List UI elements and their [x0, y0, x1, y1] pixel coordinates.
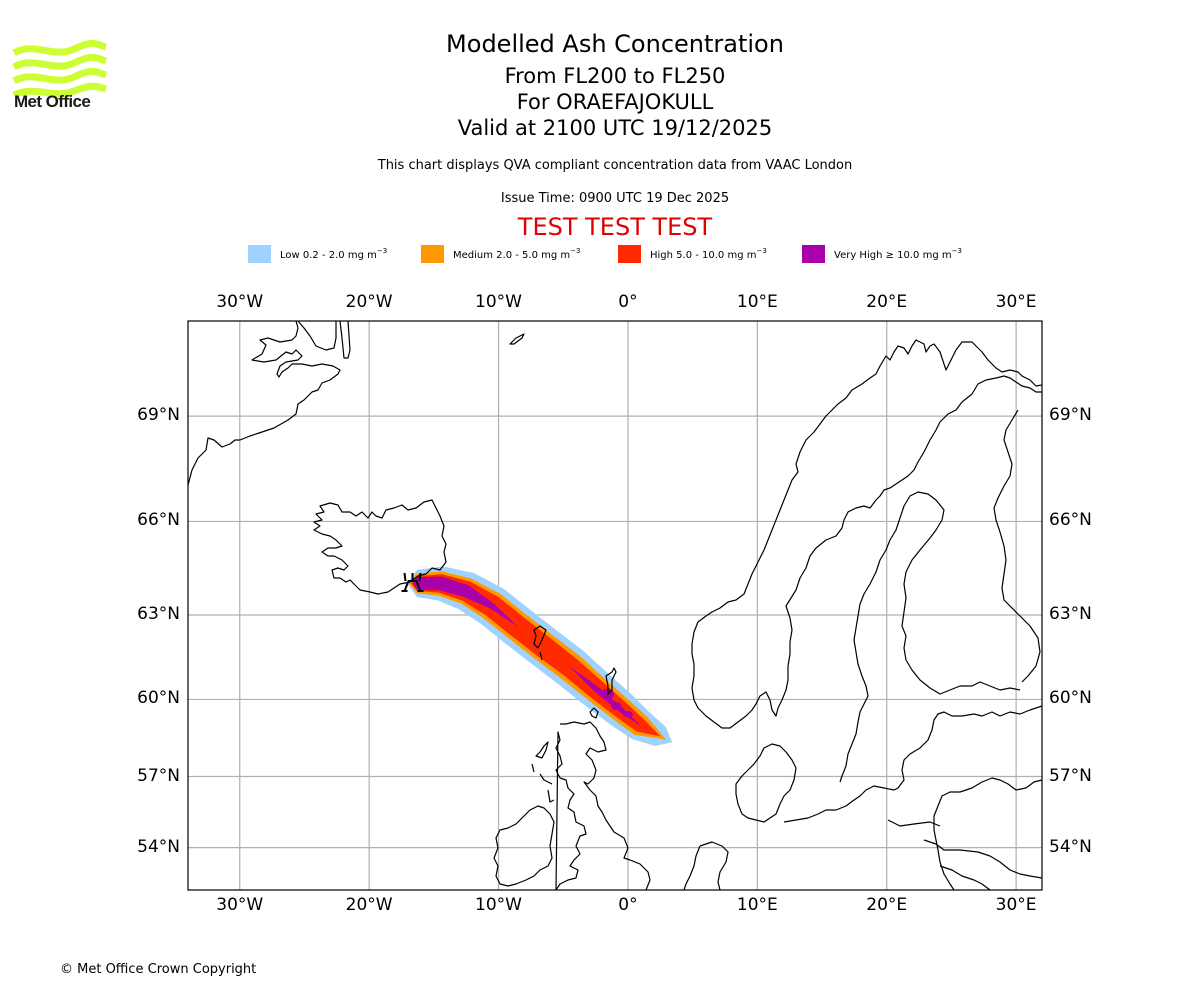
- y-tick-right: 60°N: [1049, 688, 1092, 709]
- legend-label-high: High 5.0 - 10.0 mg m−3: [650, 247, 767, 261]
- volcano-name: For ORAEFAJOKULL: [516, 90, 714, 114]
- x-tick-bottom: 30°W: [216, 895, 264, 915]
- x-tick-top: 0°: [618, 292, 638, 312]
- plume-band-high: [411, 574, 661, 739]
- x-tick-bottom: 20°E: [866, 895, 908, 915]
- legend-label-low: Low 0.2 - 2.0 mg m−3: [280, 247, 388, 261]
- y-tick-right: 69°N: [1049, 405, 1092, 426]
- y-tick-left: 57°N: [137, 765, 180, 786]
- y-tick-left: 60°N: [137, 688, 180, 709]
- issue-time: Issue Time: 0900 UTC 19 Dec 2025: [500, 191, 730, 206]
- coastline-orkney: [589, 707, 599, 719]
- legend-item-very-high: Very High ≥ 10.0 mg m−3: [802, 244, 962, 264]
- chart-title: Modelled Ash Concentration: [446, 30, 784, 58]
- plume-band-very-high-pocket: [622, 711, 633, 718]
- x-tick-bottom: 10°E: [736, 895, 778, 915]
- x-tick-top: 10°E: [736, 292, 778, 312]
- coastline-iceland: [313, 499, 447, 595]
- coastline-greenland-east: [297, 321, 351, 359]
- test-banner: TEST TEST TEST: [517, 213, 713, 241]
- coastline-baltic: [783, 705, 1042, 890]
- x-tick-top: 20°W: [345, 292, 393, 312]
- legend-item-low: Low 0.2 - 2.0 mg m−3: [248, 244, 387, 264]
- legend-label-medium: Medium 2.0 - 5.0 mg m−3: [453, 247, 581, 261]
- flight-level-range: From FL200 to FL250: [504, 64, 726, 88]
- legend-label-very-high: Very High ≥ 10.0 mg m−3: [834, 247, 962, 261]
- coastline-greenland: [188, 321, 341, 486]
- coastline-hebrides: [531, 741, 555, 803]
- coastline-ireland: [493, 805, 555, 887]
- x-tick-bottom: 20°W: [345, 895, 393, 915]
- plot-frame: [187, 320, 1043, 891]
- coastline-faroe: [533, 625, 547, 661]
- y-tick-right: 57°N: [1049, 765, 1092, 786]
- coastline-great-britain: [555, 721, 651, 890]
- met-office-logo: [12, 39, 108, 99]
- y-tick-left: 63°N: [137, 604, 180, 625]
- x-tick-top: 30°W: [216, 292, 264, 312]
- x-tick-bottom: 30°E: [995, 895, 1037, 915]
- coastline-bothnia-finland: [839, 409, 1041, 783]
- y-tick-right: 63°N: [1049, 604, 1092, 625]
- coastline-denmark-germany: [683, 743, 797, 890]
- legend-swatch-high: [618, 245, 641, 263]
- y-tick-right: 66°N: [1049, 510, 1092, 531]
- volcano-icon: [401, 572, 424, 592]
- legend-swatch-low: [248, 245, 271, 263]
- x-tick-bottom: 0°: [618, 895, 638, 915]
- x-tick-top: 30°E: [995, 292, 1037, 312]
- graticule: [188, 321, 1042, 890]
- x-tick-top: 20°E: [866, 292, 908, 312]
- legend-swatch-very-high: [802, 245, 825, 263]
- y-tick-left: 54°N: [137, 836, 180, 857]
- coastlines: [188, 321, 1042, 890]
- ash-plume: [407, 566, 673, 746]
- chart-subtitle: This chart displays QVA compliant concen…: [377, 158, 853, 173]
- logo-text: Met Office: [14, 92, 91, 111]
- legend-item-medium: Medium 2.0 - 5.0 mg m−3: [421, 244, 580, 264]
- volcano-marker: [401, 572, 424, 592]
- y-tick-right: 54°N: [1049, 836, 1092, 857]
- copyright-notice: © Met Office Crown Copyright: [60, 962, 257, 977]
- coastline-shetland: [605, 667, 617, 695]
- y-tick-left: 66°N: [137, 510, 180, 531]
- logo-waves: [12, 39, 108, 99]
- valid-time: Valid at 2100 UTC 19/12/2025: [457, 116, 773, 140]
- x-tick-bottom: 10°W: [475, 895, 522, 915]
- legend-item-high: High 5.0 - 10.0 mg m−3: [618, 244, 767, 264]
- y-tick-left: 69°N: [137, 405, 180, 426]
- plume-band-very-high-pocket: [611, 702, 622, 711]
- legend-swatch-medium: [421, 245, 444, 263]
- coastline-jan-mayen: [509, 333, 525, 345]
- x-tick-top: 10°W: [475, 292, 522, 312]
- coastline-scandinavia: [691, 339, 1042, 729]
- country-borders: [887, 819, 1042, 890]
